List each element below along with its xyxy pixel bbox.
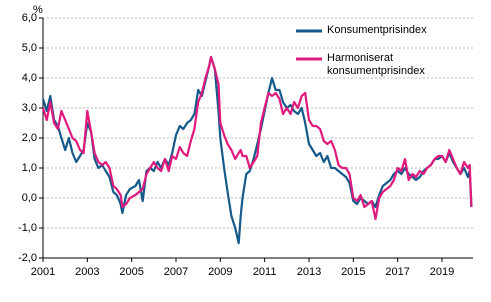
y-tick-label: -2,0 bbox=[18, 252, 37, 264]
x-tick-label: 2019 bbox=[430, 266, 454, 278]
x-tick-label: 2009 bbox=[208, 266, 232, 278]
x-tick-label: 2005 bbox=[119, 266, 143, 278]
y-tick-label: 6,0 bbox=[22, 12, 37, 24]
legend-label: Konsumentprisindex bbox=[327, 24, 427, 36]
x-tick-label: 2001 bbox=[31, 266, 55, 278]
x-tick-label: 2003 bbox=[75, 266, 99, 278]
series-line bbox=[41, 55, 473, 221]
x-tick-label: 2013 bbox=[297, 266, 321, 278]
y-tick-label: 1,0 bbox=[22, 162, 37, 174]
x-tick-label: 2007 bbox=[164, 266, 188, 278]
y-tick-label: 3,0 bbox=[22, 102, 37, 114]
x-tick-label: 2017 bbox=[385, 266, 409, 278]
y-unit: % bbox=[33, 4, 43, 16]
x-tick-label: 2015 bbox=[341, 266, 365, 278]
y-tick-label: 4,0 bbox=[22, 72, 37, 84]
legend-label: Harmoniserat konsumentprisindex bbox=[327, 52, 425, 77]
y-tick-label: 0,0 bbox=[22, 192, 37, 204]
y-tick-label: -1,0 bbox=[18, 222, 37, 234]
x-tick-label: 2011 bbox=[253, 266, 277, 278]
series-line bbox=[41, 55, 473, 245]
y-tick-label: 5,0 bbox=[22, 42, 37, 54]
y-tick-label: 2,0 bbox=[22, 132, 37, 144]
